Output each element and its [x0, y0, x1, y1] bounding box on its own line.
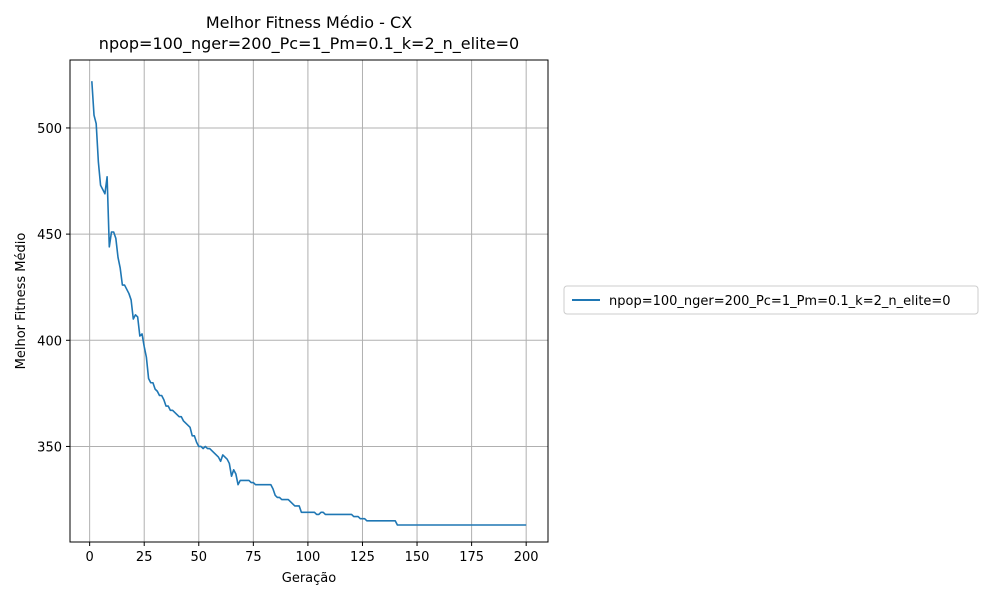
x-tick-label: 125 — [350, 550, 375, 565]
x-tick-label: 100 — [295, 550, 320, 565]
x-tick-label: 175 — [459, 550, 484, 565]
grid — [70, 60, 548, 542]
legend: npop=100_nger=200_Pc=1_Pm=0.1_k=2_n_elit… — [563, 285, 979, 315]
x-tick-label: 50 — [191, 550, 208, 565]
x-tick-label: 25 — [136, 550, 153, 565]
legend-box — [563, 285, 979, 315]
x-tick-label: 200 — [514, 550, 539, 565]
x-tick-label: 75 — [245, 550, 262, 565]
ticks: 0 25 50 75 100 125 150 175 200 350 400 450 500 — [37, 122, 538, 565]
chart-title: Melhor Fitness Médio - CX — [206, 13, 412, 32]
plot-frame — [69, 59, 549, 543]
y-tick-label: 500 — [37, 122, 62, 137]
x-axis-label: Geração — [282, 571, 336, 586]
series-layer — [91, 81, 527, 526]
x-tick-label: 0 — [86, 550, 94, 565]
y-tick-label: 400 — [37, 334, 62, 349]
x-tick-label: 150 — [405, 550, 430, 565]
legend-label: npop=100_nger=200_Pc=1_Pm=0.1_k=2_n_elit… — [609, 294, 951, 309]
chart-subtitle: npop=100_nger=200_Pc=1_Pm=0.1_k=2_n_elit… — [99, 34, 519, 54]
y-axis-label: Melhor Fitness Médio — [14, 233, 29, 370]
y-tick-label: 350 — [37, 440, 62, 455]
series-line — [91, 81, 527, 526]
y-tick-label: 450 — [37, 228, 62, 243]
